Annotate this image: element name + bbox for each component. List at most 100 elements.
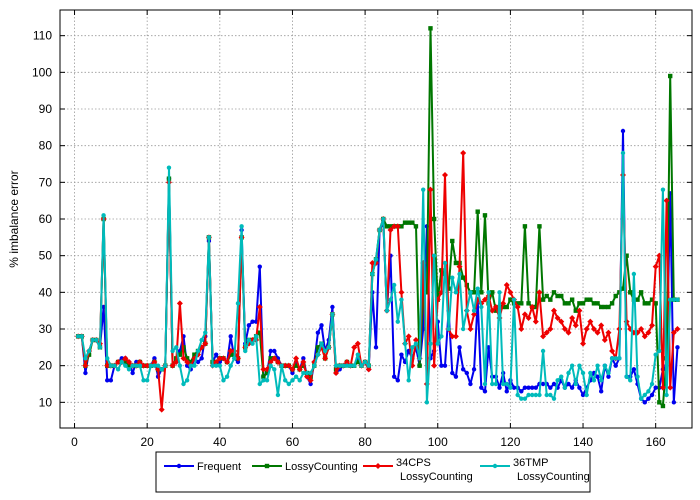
series-3-point-60 bbox=[293, 374, 299, 379]
series-1-point-145 bbox=[602, 304, 608, 310]
series-2-point-60 bbox=[293, 355, 300, 362]
series-0-point-112 bbox=[482, 389, 488, 394]
series-0-point-148 bbox=[613, 363, 618, 368]
series-3-point-165 bbox=[675, 297, 680, 302]
series-3-point-151 bbox=[624, 374, 629, 379]
series-3-point-30 bbox=[184, 378, 190, 383]
series-3-point-56 bbox=[279, 363, 284, 368]
series-2-point-77 bbox=[354, 340, 361, 347]
series-3-point-126 bbox=[533, 392, 539, 398]
series-2-point-119 bbox=[507, 289, 514, 296]
series-2-point-38 bbox=[213, 359, 220, 365]
x-tick-label-7: 140 bbox=[573, 435, 593, 449]
series-1-point-32 bbox=[192, 352, 197, 357]
series-2-point-114 bbox=[489, 307, 496, 314]
legend-swatch-marker-2 bbox=[375, 463, 381, 469]
series-2-point-142 bbox=[590, 326, 597, 332]
series-2-point-157 bbox=[645, 329, 652, 336]
series-0-point-165 bbox=[675, 345, 680, 350]
series-0-point-123 bbox=[522, 385, 528, 390]
series-2-point-121 bbox=[514, 304, 521, 310]
series-3-point-135 bbox=[566, 370, 571, 376]
series-3-point-10 bbox=[112, 363, 117, 368]
series-0-point-70 bbox=[330, 304, 335, 310]
series-3-point-79 bbox=[362, 359, 368, 365]
series-2-point-35 bbox=[202, 340, 209, 347]
series-1-point-85 bbox=[384, 224, 390, 229]
series-2-point-137 bbox=[572, 322, 579, 329]
series-3-point-97 bbox=[428, 341, 433, 346]
series-0-point-107 bbox=[464, 370, 470, 376]
series-3-point-159 bbox=[653, 352, 658, 357]
series-3-point-58 bbox=[286, 381, 292, 387]
series-3-point-27 bbox=[174, 345, 179, 350]
series-3-point-149 bbox=[617, 356, 622, 361]
series-2-point-54 bbox=[271, 355, 278, 362]
series-3-point-132 bbox=[555, 378, 560, 383]
series-2-point-128 bbox=[540, 333, 547, 340]
series-2-point-103 bbox=[449, 333, 456, 340]
series-3-point-108 bbox=[468, 290, 473, 295]
series-3-point-52 bbox=[264, 378, 270, 383]
series-2-point-57 bbox=[282, 362, 289, 369]
series-3-point-76 bbox=[352, 363, 357, 368]
series-3-point-40 bbox=[221, 378, 226, 383]
series-2-point-13 bbox=[122, 355, 129, 362]
series-3-point-153 bbox=[631, 271, 637, 277]
series-3-point-143 bbox=[595, 363, 600, 368]
series-2-point-164 bbox=[670, 329, 677, 336]
series-1-point-131 bbox=[551, 290, 557, 295]
series-3-point-20 bbox=[148, 363, 154, 368]
series-3-point-51 bbox=[261, 378, 266, 383]
series-0-point-111 bbox=[479, 385, 484, 390]
series-2-point-89 bbox=[398, 289, 405, 296]
series-0-point-44 bbox=[235, 359, 241, 365]
series-2-point-136 bbox=[569, 315, 576, 321]
series-1-point-86 bbox=[388, 224, 393, 229]
series-3-point-57 bbox=[282, 378, 288, 383]
x-tick-label-3: 60 bbox=[286, 435, 300, 449]
series-2-point-29 bbox=[180, 355, 187, 362]
series-3-point-1 bbox=[79, 334, 84, 339]
series-0-point-128 bbox=[540, 381, 546, 387]
legend-swatch-marker-3 bbox=[492, 463, 498, 469]
series-2-point-134 bbox=[561, 326, 568, 332]
series-2-point-108 bbox=[467, 326, 474, 332]
series-3-point-163 bbox=[668, 297, 673, 302]
series-1-point-60 bbox=[293, 363, 299, 368]
series-0-point-89 bbox=[399, 352, 404, 357]
series-2-point-27 bbox=[173, 359, 180, 365]
series-3-point-70 bbox=[330, 312, 335, 317]
series-2-point-165 bbox=[674, 326, 681, 332]
series-1-point-141 bbox=[588, 297, 593, 302]
series-3-point-139 bbox=[580, 370, 586, 376]
series-0-point-122 bbox=[519, 389, 524, 394]
series-1-point-52 bbox=[264, 370, 270, 376]
series-3-point-85 bbox=[384, 308, 390, 313]
series-2-point-40 bbox=[220, 355, 227, 362]
series-3-point-69 bbox=[326, 345, 331, 350]
series-3-point-92 bbox=[410, 345, 415, 350]
series-0-point-156 bbox=[642, 400, 647, 405]
series-2-point-158 bbox=[649, 322, 656, 329]
series-1-point-122 bbox=[519, 301, 524, 306]
x-tick-label-5: 100 bbox=[428, 435, 448, 449]
series-0-point-120 bbox=[511, 385, 517, 390]
series-3-point-35 bbox=[203, 330, 208, 335]
series-3-point-6 bbox=[97, 345, 103, 350]
y-tick-label-1: 20 bbox=[39, 359, 53, 373]
series-0-point-66 bbox=[315, 330, 321, 335]
series-3-point-80 bbox=[366, 363, 371, 368]
series-1-point-139 bbox=[580, 301, 586, 306]
series-3-point-66 bbox=[315, 352, 321, 357]
series-0-point-146 bbox=[606, 374, 611, 379]
series-3-point-13 bbox=[123, 363, 128, 368]
series-3-point-127 bbox=[537, 392, 542, 398]
series-3-point-5 bbox=[94, 337, 99, 343]
series-1-point-13 bbox=[123, 359, 128, 365]
series-3-point-145 bbox=[602, 363, 608, 368]
series-3-point-50 bbox=[257, 381, 262, 387]
legend-label-0: Frequent bbox=[197, 461, 241, 473]
series-3-point-88 bbox=[395, 319, 400, 324]
series-2-point-55 bbox=[274, 359, 281, 365]
